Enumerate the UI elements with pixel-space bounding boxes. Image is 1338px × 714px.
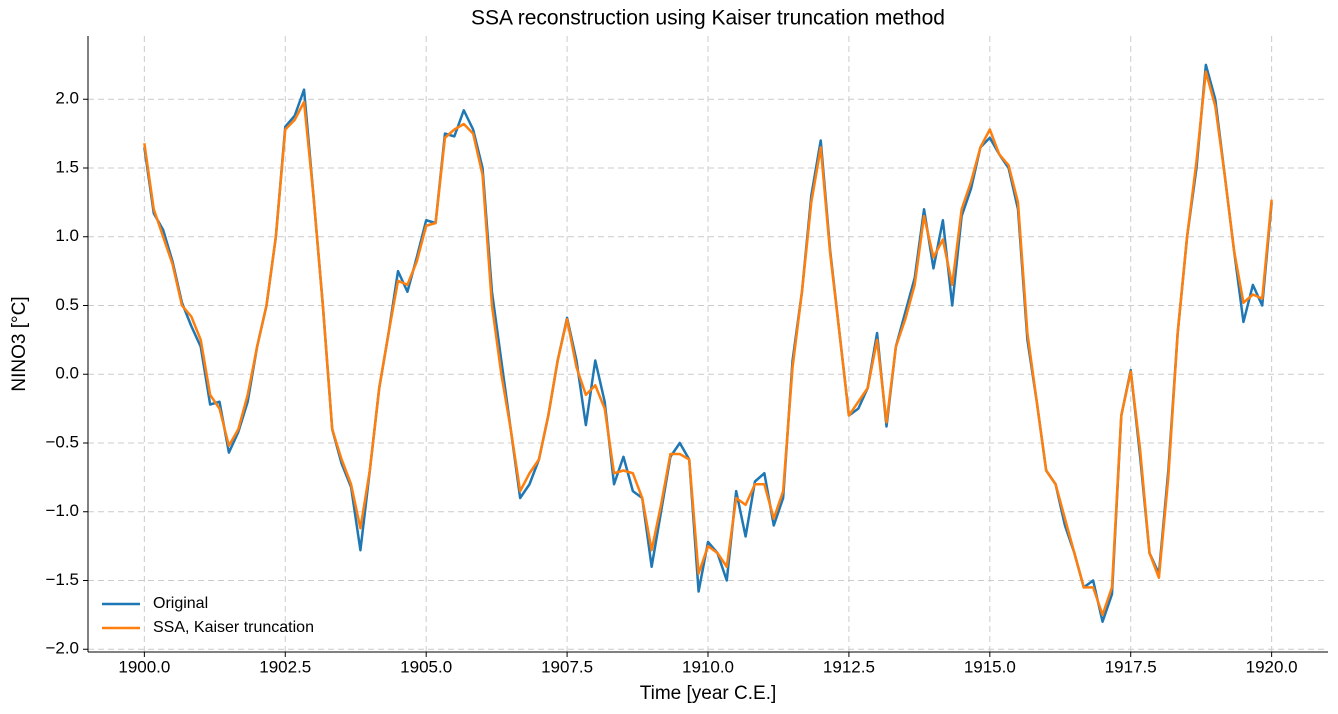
y-tick-label: −1.0 — [45, 501, 79, 520]
y-tick-label: 0.5 — [55, 295, 79, 314]
legend-label: Original — [153, 595, 208, 612]
x-tick-label: 1902.5 — [259, 657, 311, 676]
x-axis-label: Time [year C.E.] — [640, 683, 777, 704]
y-tick-label: 1.0 — [55, 226, 79, 245]
legend-label: SSA, Kaiser truncation — [153, 619, 314, 636]
x-tick-label: 1910.0 — [682, 657, 734, 676]
y-tick-label: 2.0 — [55, 89, 79, 108]
x-tick-label: 1915.0 — [964, 657, 1016, 676]
x-tick-label: 1900.0 — [118, 657, 170, 676]
chart-title: SSA reconstruction using Kaiser truncati… — [471, 7, 945, 30]
y-tick-label: −1.5 — [45, 570, 79, 589]
y-tick-label: 0.0 — [55, 364, 79, 383]
x-tick-label: 1917.5 — [1105, 657, 1157, 676]
data-line — [143, 70, 1273, 617]
x-tick-label: 1907.5 — [541, 657, 593, 676]
x-tick-label: 1920.0 — [1246, 657, 1298, 676]
x-tick-label: 1905.0 — [400, 657, 452, 676]
x-tick-label: 1912.5 — [823, 657, 875, 676]
y-tick-label: −0.5 — [45, 432, 79, 451]
y-tick-label: 1.5 — [55, 157, 79, 176]
y-tick-label: −2.0 — [45, 639, 79, 658]
y-axis-label: NINO3 [°C] — [9, 296, 30, 391]
